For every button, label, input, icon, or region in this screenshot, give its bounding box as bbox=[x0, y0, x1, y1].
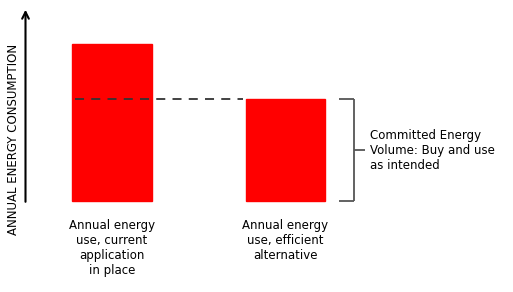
Bar bbox=[72, 44, 152, 201]
Text: Annual energy
use, current
application
in place: Annual energy use, current application i… bbox=[69, 219, 155, 277]
Bar bbox=[246, 99, 325, 201]
Text: Committed Energy
Volume: Buy and use
as intended: Committed Energy Volume: Buy and use as … bbox=[370, 128, 495, 172]
Y-axis label: ANNUAL ENERGY CONSUMPTION: ANNUAL ENERGY CONSUMPTION bbox=[7, 44, 20, 234]
Text: Annual energy
use, efficient
alternative: Annual energy use, efficient alternative bbox=[242, 219, 328, 262]
